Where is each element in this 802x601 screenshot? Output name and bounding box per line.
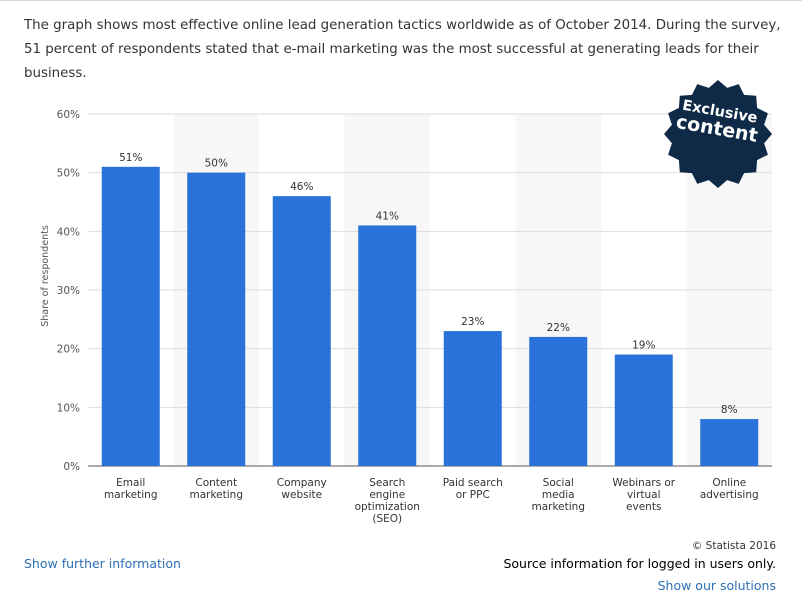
bar-value-label: 50% bbox=[205, 158, 228, 170]
x-tick-label: Online advertising bbox=[700, 477, 759, 501]
exclusive-content-badge: Exclusive content bbox=[662, 78, 774, 190]
bar bbox=[101, 166, 160, 467]
y-tick-label: 60% bbox=[57, 109, 80, 121]
x-tick-label-line: marketing bbox=[532, 501, 586, 513]
bar bbox=[529, 336, 588, 466]
x-tick-label: Company website bbox=[277, 477, 327, 501]
x-tick-label-line: advertising bbox=[700, 489, 759, 501]
bar-value-label: 8% bbox=[721, 404, 738, 416]
bar bbox=[187, 172, 246, 466]
y-tick-label: 10% bbox=[57, 402, 80, 414]
x-tick-label-line: Online bbox=[712, 477, 746, 489]
x-tick-label-line: virtual bbox=[627, 489, 661, 501]
bar-value-label: 22% bbox=[547, 322, 570, 334]
bar-value-label: 23% bbox=[461, 316, 484, 328]
source-info-text: Source information for logged in users o… bbox=[503, 556, 776, 571]
y-tick-label: 20% bbox=[57, 344, 80, 356]
bar-value-label: 19% bbox=[632, 340, 655, 352]
x-tick-label: Search engine optimization (SEO) bbox=[355, 477, 420, 525]
x-tick-label-line: Email bbox=[116, 477, 145, 489]
x-tick-label-line: engine bbox=[369, 489, 405, 501]
badge-starburst bbox=[664, 80, 772, 188]
value-labels: 51% 50% 46% 41% 23% 22% 19% 8% bbox=[119, 152, 738, 416]
x-tick-label-line: website bbox=[281, 489, 322, 501]
bar bbox=[358, 225, 417, 466]
x-tick-label-line: media bbox=[542, 489, 575, 501]
bar bbox=[443, 331, 502, 466]
chart-description: The graph shows most effective online le… bbox=[24, 18, 781, 81]
y-axis-ticks: 0% 10% 20% 30% 40% 50% 60% bbox=[57, 109, 80, 473]
bar-value-label: 46% bbox=[290, 181, 313, 193]
y-tick-label: 30% bbox=[57, 285, 80, 297]
x-tick-label: Email marketing bbox=[104, 477, 158, 501]
show-further-information-link[interactable]: Show further information bbox=[24, 556, 181, 571]
bar-value-label: 51% bbox=[119, 152, 142, 164]
y-tick-label: 40% bbox=[57, 226, 80, 238]
y-tick-label: 50% bbox=[57, 168, 80, 180]
copyright-notice: © Statista 2016 bbox=[691, 540, 776, 552]
x-tick-label-line: Content bbox=[195, 477, 237, 489]
x-tick-label-line: events bbox=[626, 501, 661, 513]
x-tick-label-line: Company bbox=[277, 477, 327, 489]
y-axis-label: Share of respondents bbox=[40, 225, 51, 327]
x-tick-label-line: (SEO) bbox=[372, 513, 402, 525]
x-tick-label-line: Social bbox=[543, 477, 574, 489]
x-tick-label: Content marketing bbox=[190, 477, 244, 501]
y-tick-label: 0% bbox=[63, 461, 80, 473]
x-tick-label-line: Webinars or bbox=[612, 477, 675, 489]
x-tick-label-line: optimization bbox=[355, 501, 420, 513]
x-tick-label: Social media marketing bbox=[532, 477, 586, 513]
bars bbox=[101, 166, 759, 467]
x-tick-label-line: marketing bbox=[104, 489, 158, 501]
bar bbox=[272, 196, 331, 466]
x-tick-label-line: or PPC bbox=[456, 489, 490, 501]
badge-shape bbox=[664, 80, 772, 188]
bar bbox=[700, 419, 759, 466]
show-our-solutions-link[interactable]: Show our solutions bbox=[657, 578, 776, 593]
top-divider bbox=[0, 0, 802, 1]
bar bbox=[614, 354, 673, 466]
bar-value-label: 41% bbox=[376, 210, 399, 222]
x-tick-label: Paid search or PPC bbox=[443, 477, 503, 501]
x-tick-label: Webinars or virtual events bbox=[612, 477, 675, 513]
x-tick-label-line: Paid search bbox=[443, 477, 503, 489]
x-tick-label-line: Search bbox=[369, 477, 405, 489]
x-tick-label-line: marketing bbox=[190, 489, 244, 501]
